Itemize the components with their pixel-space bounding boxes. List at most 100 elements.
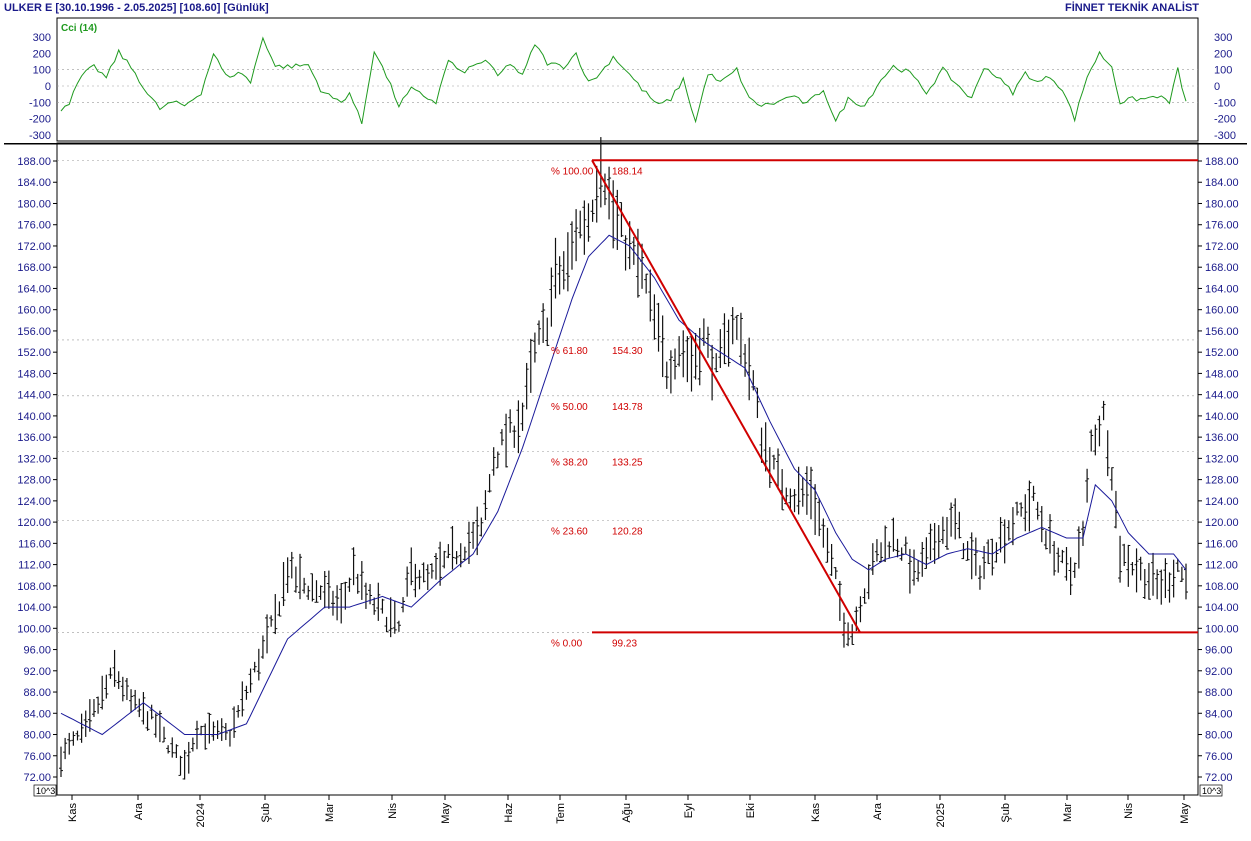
ohlc-bar [800,477,805,507]
fib-level-value: 120.28 [612,527,643,538]
ohlc-bar [969,532,974,580]
ohlc-bar [673,348,678,380]
vendor-label: FİNNET TEKNİK ANALİST [1064,2,1199,14]
ohlc-bar [932,522,937,564]
ohlc-bar [813,484,818,535]
ohlc-bar [520,402,525,431]
fib-level-value: 154.30 [612,346,643,357]
ohlc-bar [912,549,917,586]
price-tick-label-left: 164.00 [17,283,51,295]
ohlc-bar [693,333,698,380]
x-tick-label: Şub [260,803,272,823]
x-tick-label: Eyl [683,803,695,818]
ohlc-bar [652,294,657,340]
ohlc-bar [879,542,884,563]
ohlc-bar [953,498,958,540]
ohlc-bar [792,489,797,513]
ohlc-bar [429,563,434,579]
ohlc-bar [1175,558,1180,572]
ohlc-bar [487,474,492,493]
ohlc-bar [256,648,261,681]
ohlc-bar [343,581,348,610]
price-tick-label-right: 92.00 [1205,666,1233,678]
ohlc-bar [627,221,632,270]
ohlc-bar [1171,559,1176,598]
x-tick-label: Ağu [621,803,633,823]
ohlc-bar [211,721,216,741]
ohlc-bar [973,537,978,576]
ohlc-bar [499,429,504,446]
ohlc-bar [96,696,101,714]
ohlc-bar [796,466,801,515]
scale-note-box [1199,784,1223,797]
ohlc-bar [883,525,888,562]
ohlc-bar [409,547,414,586]
fib-level-value: 133.25 [612,458,643,469]
price-tick-label-left: 132.00 [17,453,51,465]
ohlc-bar [656,302,661,352]
price-tick-label-right: 124.00 [1205,496,1239,508]
price-tick-label-left: 148.00 [17,368,51,380]
ohlc-bar [450,525,455,570]
price-tick-label-right: 140.00 [1205,411,1239,423]
price-tick-label-right: 132.00 [1205,453,1239,465]
ohlc-bar [590,199,595,222]
ohlc-bar [1146,562,1151,600]
ohlc-bar [1184,563,1188,600]
ohlc-bar [1085,468,1090,503]
ohlc-bar [512,425,517,448]
ohlc-bar [380,598,385,614]
ohlc-bar [582,200,587,255]
price-tick-label-right: 84.00 [1205,708,1233,720]
chart-title: ULKER E [30.10.1996 - 2.05.2025] [108.60… [4,2,269,14]
price-tick-label-right: 144.00 [1205,390,1239,402]
ohlc-bar [574,209,579,262]
ohlc-bar [363,582,368,609]
ohlc-bar [549,267,554,327]
ohlc-bar [594,165,599,223]
x-tick-label: Tem [555,803,567,824]
ohlc-bar [298,553,303,600]
price-panel-frame [56,142,1199,796]
ohlc-bar [1097,415,1102,447]
ohlc-bar [891,517,896,552]
ohlc-bar [862,588,867,604]
ohlc-bar [401,597,406,613]
ohlc-bar [738,312,743,365]
x-tick-label: Kas [810,803,822,822]
price-tick-label-right: 120.00 [1205,517,1239,529]
ohlc-bar [232,706,237,738]
ohlc-bar [668,350,673,394]
x-tick-label: Kas [67,803,79,822]
ohlc-bar [83,710,88,737]
price-tick-label-right: 104.00 [1205,602,1239,614]
price-tick-label-right: 176.00 [1205,220,1239,232]
ohlc-bar [1048,514,1053,554]
price-tick-label-right: 168.00 [1205,262,1239,274]
ohlc-bar [207,712,212,744]
ohlc-bar [120,676,125,702]
ohlc-bar [1043,530,1048,550]
ohlc-bar [944,517,949,550]
x-tick-label: May [1179,803,1191,824]
ohlc-bar [100,675,105,710]
ohlc-bar [689,335,694,392]
ohlc-bar [339,583,344,624]
cci-line [60,36,1187,125]
ohlc-bar [874,539,879,562]
ohlc-bar [545,317,550,347]
ohlc-bar [541,303,546,343]
scale-note-box [33,784,57,797]
price-tick-label-left: 92.00 [23,666,51,678]
ohlc-bar [524,362,529,410]
price-tick-label-left: 96.00 [23,645,51,657]
ohlc-bar [322,571,327,609]
price-tick-label-right: 76.00 [1205,751,1233,763]
ohlc-bar [726,319,731,367]
ohlc-bar [763,422,768,472]
ohlc-bar [833,567,838,580]
ohlc-bar [895,538,900,558]
price-tick-label-right: 80.00 [1205,730,1233,742]
ohlc-bar [413,563,418,598]
ohlc-bar [438,541,443,586]
